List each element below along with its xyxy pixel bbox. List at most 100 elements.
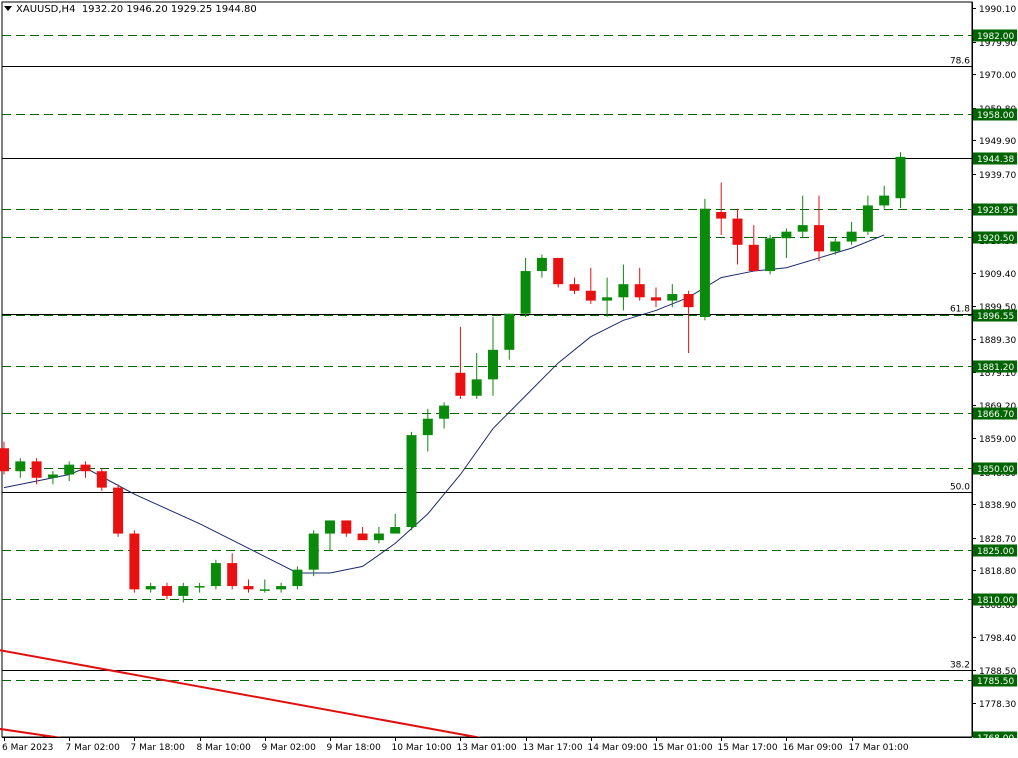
fib-label: 78.6	[950, 57, 970, 67]
candle-bull	[406, 435, 417, 527]
candle-bull	[488, 349, 498, 380]
x-tick-label: 7 Mar 02:00	[66, 743, 121, 753]
candle-bull	[520, 271, 531, 314]
y-tick-label: 1828.70	[979, 535, 1016, 545]
level-price-tag	[973, 462, 1017, 475]
candle-bear	[80, 464, 91, 472]
candle-bull	[259, 589, 270, 591]
y-tick-label: 1788.50	[979, 667, 1016, 677]
candle-bull	[145, 586, 156, 590]
candle-bear	[585, 290, 596, 301]
y-tick-label: 1899.50	[979, 303, 1016, 313]
candle-bear	[113, 487, 124, 534]
y-tick-label: 1778.30	[979, 700, 1016, 710]
candle-bear	[748, 244, 759, 272]
level-price-label: 1785.50	[977, 677, 1014, 687]
x-tick-label: 15 Mar 17:00	[718, 743, 778, 753]
x-tick-label: 13 Mar 17:00	[523, 743, 583, 753]
candle-bear	[0, 448, 9, 472]
candle-bull	[602, 297, 613, 301]
candle-bull	[879, 195, 890, 206]
candle-bull	[276, 586, 287, 590]
candle-bear	[455, 372, 466, 396]
time-axis-area	[0, 738, 1018, 758]
level-price-label: 1896.55	[977, 312, 1014, 322]
candle-bull	[699, 208, 710, 317]
candle-bull	[471, 379, 482, 396]
candle-bear	[96, 471, 107, 488]
level-price-label: 1982.00	[977, 32, 1014, 42]
level-price-tag	[973, 360, 1017, 373]
candle-bear	[31, 461, 42, 478]
candle-bull	[862, 205, 873, 232]
candle-bear	[569, 284, 580, 291]
candle-bear	[129, 533, 140, 590]
candle-bull	[422, 418, 433, 436]
candle-bull	[194, 586, 205, 588]
candle-bull	[15, 461, 26, 472]
candle-bull	[846, 231, 857, 242]
candle-bull	[210, 563, 221, 587]
level-price-label: 1881.20	[977, 363, 1014, 373]
candle-bull	[178, 586, 189, 596]
candle-bear	[553, 257, 564, 285]
candle-bull	[504, 313, 515, 350]
y-tick-label: 1889.30	[979, 336, 1016, 346]
y-tick-label: 1970.00	[979, 71, 1016, 81]
x-tick-label: 9 Mar 18:00	[327, 743, 382, 753]
candle-bull	[797, 225, 808, 232]
candle-bull	[308, 533, 319, 570]
level-price-label: 1928.95	[977, 206, 1014, 216]
level-price-label: 1850.00	[977, 465, 1014, 475]
y-tick-label: 1939.70	[979, 171, 1016, 181]
candle-bear	[716, 212, 727, 219]
y-tick-label: 1869.20	[979, 402, 1016, 412]
level-price-label: 1810.00	[977, 596, 1014, 606]
level-price-tag	[973, 152, 1017, 165]
y-tick-label: 1859.00	[979, 435, 1016, 445]
y-tick-label: 1798.40	[979, 634, 1016, 644]
candle-bull	[47, 474, 58, 478]
x-tick-label: 10 Mar 10:00	[392, 743, 452, 753]
level-price-tag	[973, 674, 1017, 687]
level-price-label: 1920.50	[977, 234, 1014, 244]
candle-bear	[243, 586, 254, 590]
candle-bear	[357, 533, 368, 541]
dropdown-triangle-icon[interactable]	[4, 6, 12, 11]
candle-bear	[651, 297, 661, 301]
level-price-tag	[973, 407, 1017, 420]
fib-label: 38.2	[950, 661, 970, 671]
y-tick-label: 1808.60	[979, 601, 1016, 611]
level-price-tag	[973, 231, 1017, 244]
y-tick-label: 1879.10	[979, 369, 1016, 379]
level-price-tag	[973, 108, 1017, 121]
candle-bear	[162, 586, 172, 596]
candle-bull	[292, 569, 303, 587]
y-tick-label: 1909.40	[979, 270, 1016, 280]
y-tick-label: 1949.90	[979, 137, 1016, 147]
x-tick-label: 6 Mar 2023	[2, 743, 53, 753]
x-tick-label: 16 Mar 09:00	[783, 743, 843, 753]
x-tick-label: 17 Mar 01:00	[849, 743, 909, 753]
level-price-tag	[973, 203, 1017, 216]
candle-bull	[781, 231, 792, 239]
x-tick-label: 8 Mar 10:00	[197, 743, 252, 753]
ohlc-values: 1932.20 1946.20 1929.25 1944.80	[81, 4, 257, 15]
trend-line	[0, 649, 486, 740]
x-tick-label: 13 Mar 01:00	[457, 743, 517, 753]
x-tick-label: 7 Mar 18:00	[131, 743, 186, 753]
candle-bear	[814, 225, 824, 252]
level-price-label: 1825.00	[977, 547, 1014, 557]
candle-bull	[830, 241, 841, 252]
symbol-label: XAUUSD,H4	[16, 4, 76, 15]
level-price-label: 1958.00	[977, 111, 1014, 121]
candle-bear	[341, 520, 352, 534]
y-tick-label: 1838.90	[979, 501, 1016, 511]
candle-bull	[325, 520, 335, 534]
candle-bull	[64, 464, 75, 475]
level-price-tag	[973, 309, 1017, 322]
x-tick-label: 9 Mar 02:00	[262, 743, 317, 753]
level-price-label: 1944.38	[977, 155, 1014, 165]
candle-bear	[227, 563, 238, 587]
